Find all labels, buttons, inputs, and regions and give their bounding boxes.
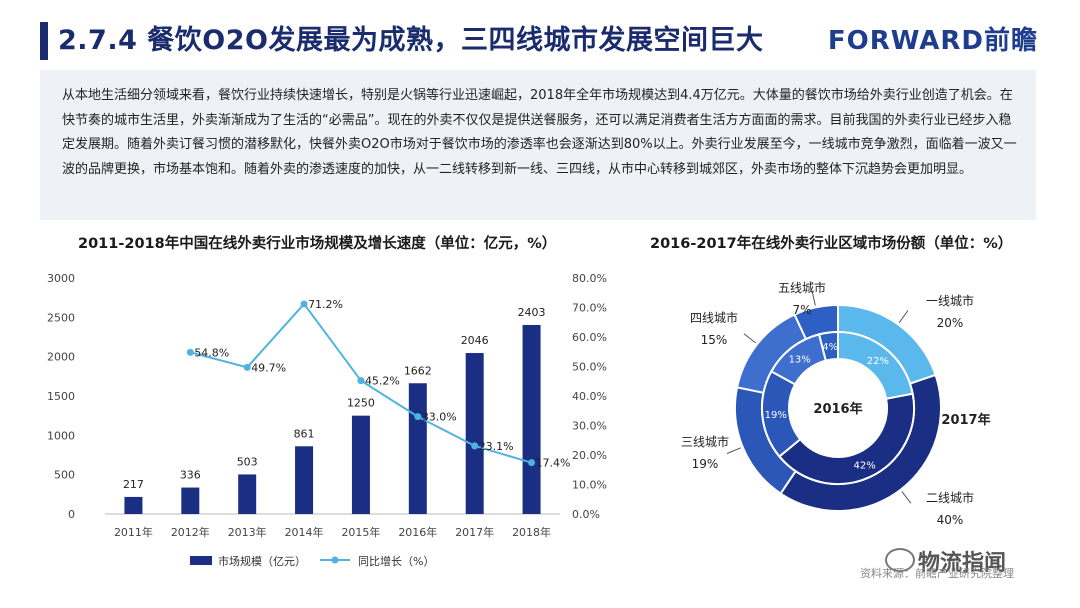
legend-bar-swatch	[190, 556, 212, 565]
x-axis-tick-label: 2013年	[228, 525, 267, 539]
growth-data-label: 33.0%	[422, 411, 457, 424]
y2-axis-tick-label: 40.0%	[572, 390, 607, 403]
y-axis-tick-label: 0	[68, 508, 75, 521]
callout-line	[743, 333, 756, 344]
category-percent: 7%	[792, 303, 811, 317]
donut-slice	[778, 392, 915, 485]
callout-line	[726, 447, 742, 454]
callout-line	[901, 491, 912, 504]
inner-ring-label: 19%	[765, 410, 787, 421]
x-axis-tick-label: 2016年	[398, 525, 437, 539]
bar	[408, 383, 427, 514]
bar	[181, 487, 200, 514]
growth-data-label: 54.8%	[194, 346, 229, 359]
y2-axis-tick-label: 50.0%	[572, 361, 607, 374]
page-title: 2.7.4 餐饮O2O发展最为成熟，三四线城市发展空间巨大	[58, 25, 764, 56]
bar-data-label: 1662	[404, 364, 432, 377]
y-axis-tick-label: 2500	[47, 311, 75, 324]
intro-text: 从本地生活细分领域来看，餐饮行业持续快速增长，特别是火锅等行业迅速崛起，2018…	[62, 88, 1017, 177]
category-percent: 40%	[937, 513, 964, 527]
category-label: 五线城市	[778, 280, 826, 295]
callout-line	[811, 290, 816, 306]
legend-line-marker	[331, 556, 339, 564]
y2-axis-tick-label: 20.0%	[572, 449, 607, 462]
growth-data-label: 45.2%	[365, 375, 400, 388]
bar-data-label: 2403	[518, 306, 546, 319]
growth-data-label: 17.4%	[536, 457, 571, 470]
y-axis-tick-label: 500	[54, 469, 75, 482]
category-percent: 19%	[692, 457, 719, 471]
legend-bar-label: 市场规模（亿元）	[218, 554, 306, 568]
inner-ring-label: 13%	[789, 355, 811, 366]
outer-year-label: 2017年	[941, 412, 990, 428]
legend-line-label: 同比增长（%）	[358, 554, 434, 568]
category-percent: 20%	[937, 316, 964, 330]
inner-ring-label: 22%	[867, 356, 889, 367]
growth-point	[243, 363, 251, 371]
growth-data-label: 49.7%	[251, 361, 286, 374]
growth-point	[357, 377, 365, 385]
category-label: 四线城市	[690, 310, 738, 325]
y2-axis-tick-label: 80.0%	[572, 272, 607, 285]
y2-axis-tick-label: 70.0%	[572, 302, 607, 315]
y-axis-tick-label: 2000	[47, 351, 75, 364]
category-label: 三线城市	[681, 434, 729, 449]
title-accent-bar	[40, 22, 48, 60]
bar-chart-title: 2011-2018年中国在线外卖行业市场规模及增长速度（单位：亿元，%）	[78, 236, 557, 252]
growth-point	[528, 459, 536, 467]
bar-data-label: 2046	[461, 334, 489, 347]
category-label: 一线城市	[926, 293, 974, 308]
x-axis-tick-label: 2018年	[512, 525, 551, 539]
source-note: 资料来源：前瞻产业研究院整理	[860, 567, 1014, 580]
center-year-label: 2016年	[813, 401, 862, 417]
intro-panel: 从本地生活细分领域来看，餐饮行业持续快速增长，特别是火锅等行业迅速崛起，2018…	[40, 70, 1036, 220]
bar-data-label: 861	[294, 427, 315, 440]
x-axis-tick-label: 2011年	[114, 525, 153, 539]
donut-chart-title: 2016-2017年在线外卖行业区域市场份额（单位：%）	[650, 236, 1013, 252]
donut-slice	[817, 330, 839, 362]
growth-data-label: 23.1%	[479, 440, 514, 453]
bar	[124, 496, 143, 514]
x-axis-tick-label: 2015年	[341, 525, 380, 539]
x-axis-tick-label: 2012年	[171, 525, 210, 539]
wechat-icon	[885, 548, 915, 572]
inner-ring-label: 42%	[853, 461, 875, 472]
y-axis-tick-label: 1000	[47, 429, 75, 442]
bar-data-label: 1250	[347, 397, 375, 410]
bar	[465, 353, 484, 514]
category-percent: 15%	[701, 333, 728, 347]
callout-line	[898, 310, 909, 323]
brand-logo: FORWARD前瞻	[827, 26, 1038, 56]
inner-ring-label: 4%	[822, 342, 838, 353]
y-axis-tick-label: 3000	[47, 272, 75, 285]
y2-axis-tick-label: 10.0%	[572, 479, 607, 492]
bar-data-label: 336	[180, 469, 201, 482]
growth-data-label: 71.2%	[308, 298, 343, 311]
y2-axis-tick-label: 60.0%	[572, 331, 607, 344]
y2-axis-tick-label: 30.0%	[572, 420, 607, 433]
growth-point	[414, 413, 422, 421]
x-axis-tick-label: 2014年	[285, 525, 324, 539]
growth-point	[300, 300, 308, 308]
category-label: 二线城市	[926, 490, 974, 505]
x-axis-tick-label: 2017年	[455, 525, 494, 539]
bar	[522, 324, 541, 514]
bar-data-label: 217	[123, 478, 144, 491]
bar	[238, 474, 257, 514]
y2-axis-tick-label: 0.0%	[572, 508, 600, 521]
y-axis-tick-label: 1500	[47, 390, 75, 403]
growth-point	[471, 442, 479, 450]
wechat-account: 物流指闻	[918, 551, 1007, 576]
bar	[295, 446, 314, 514]
bar	[351, 415, 370, 514]
growth-point	[186, 348, 194, 356]
bar-data-label: 503	[237, 455, 258, 468]
